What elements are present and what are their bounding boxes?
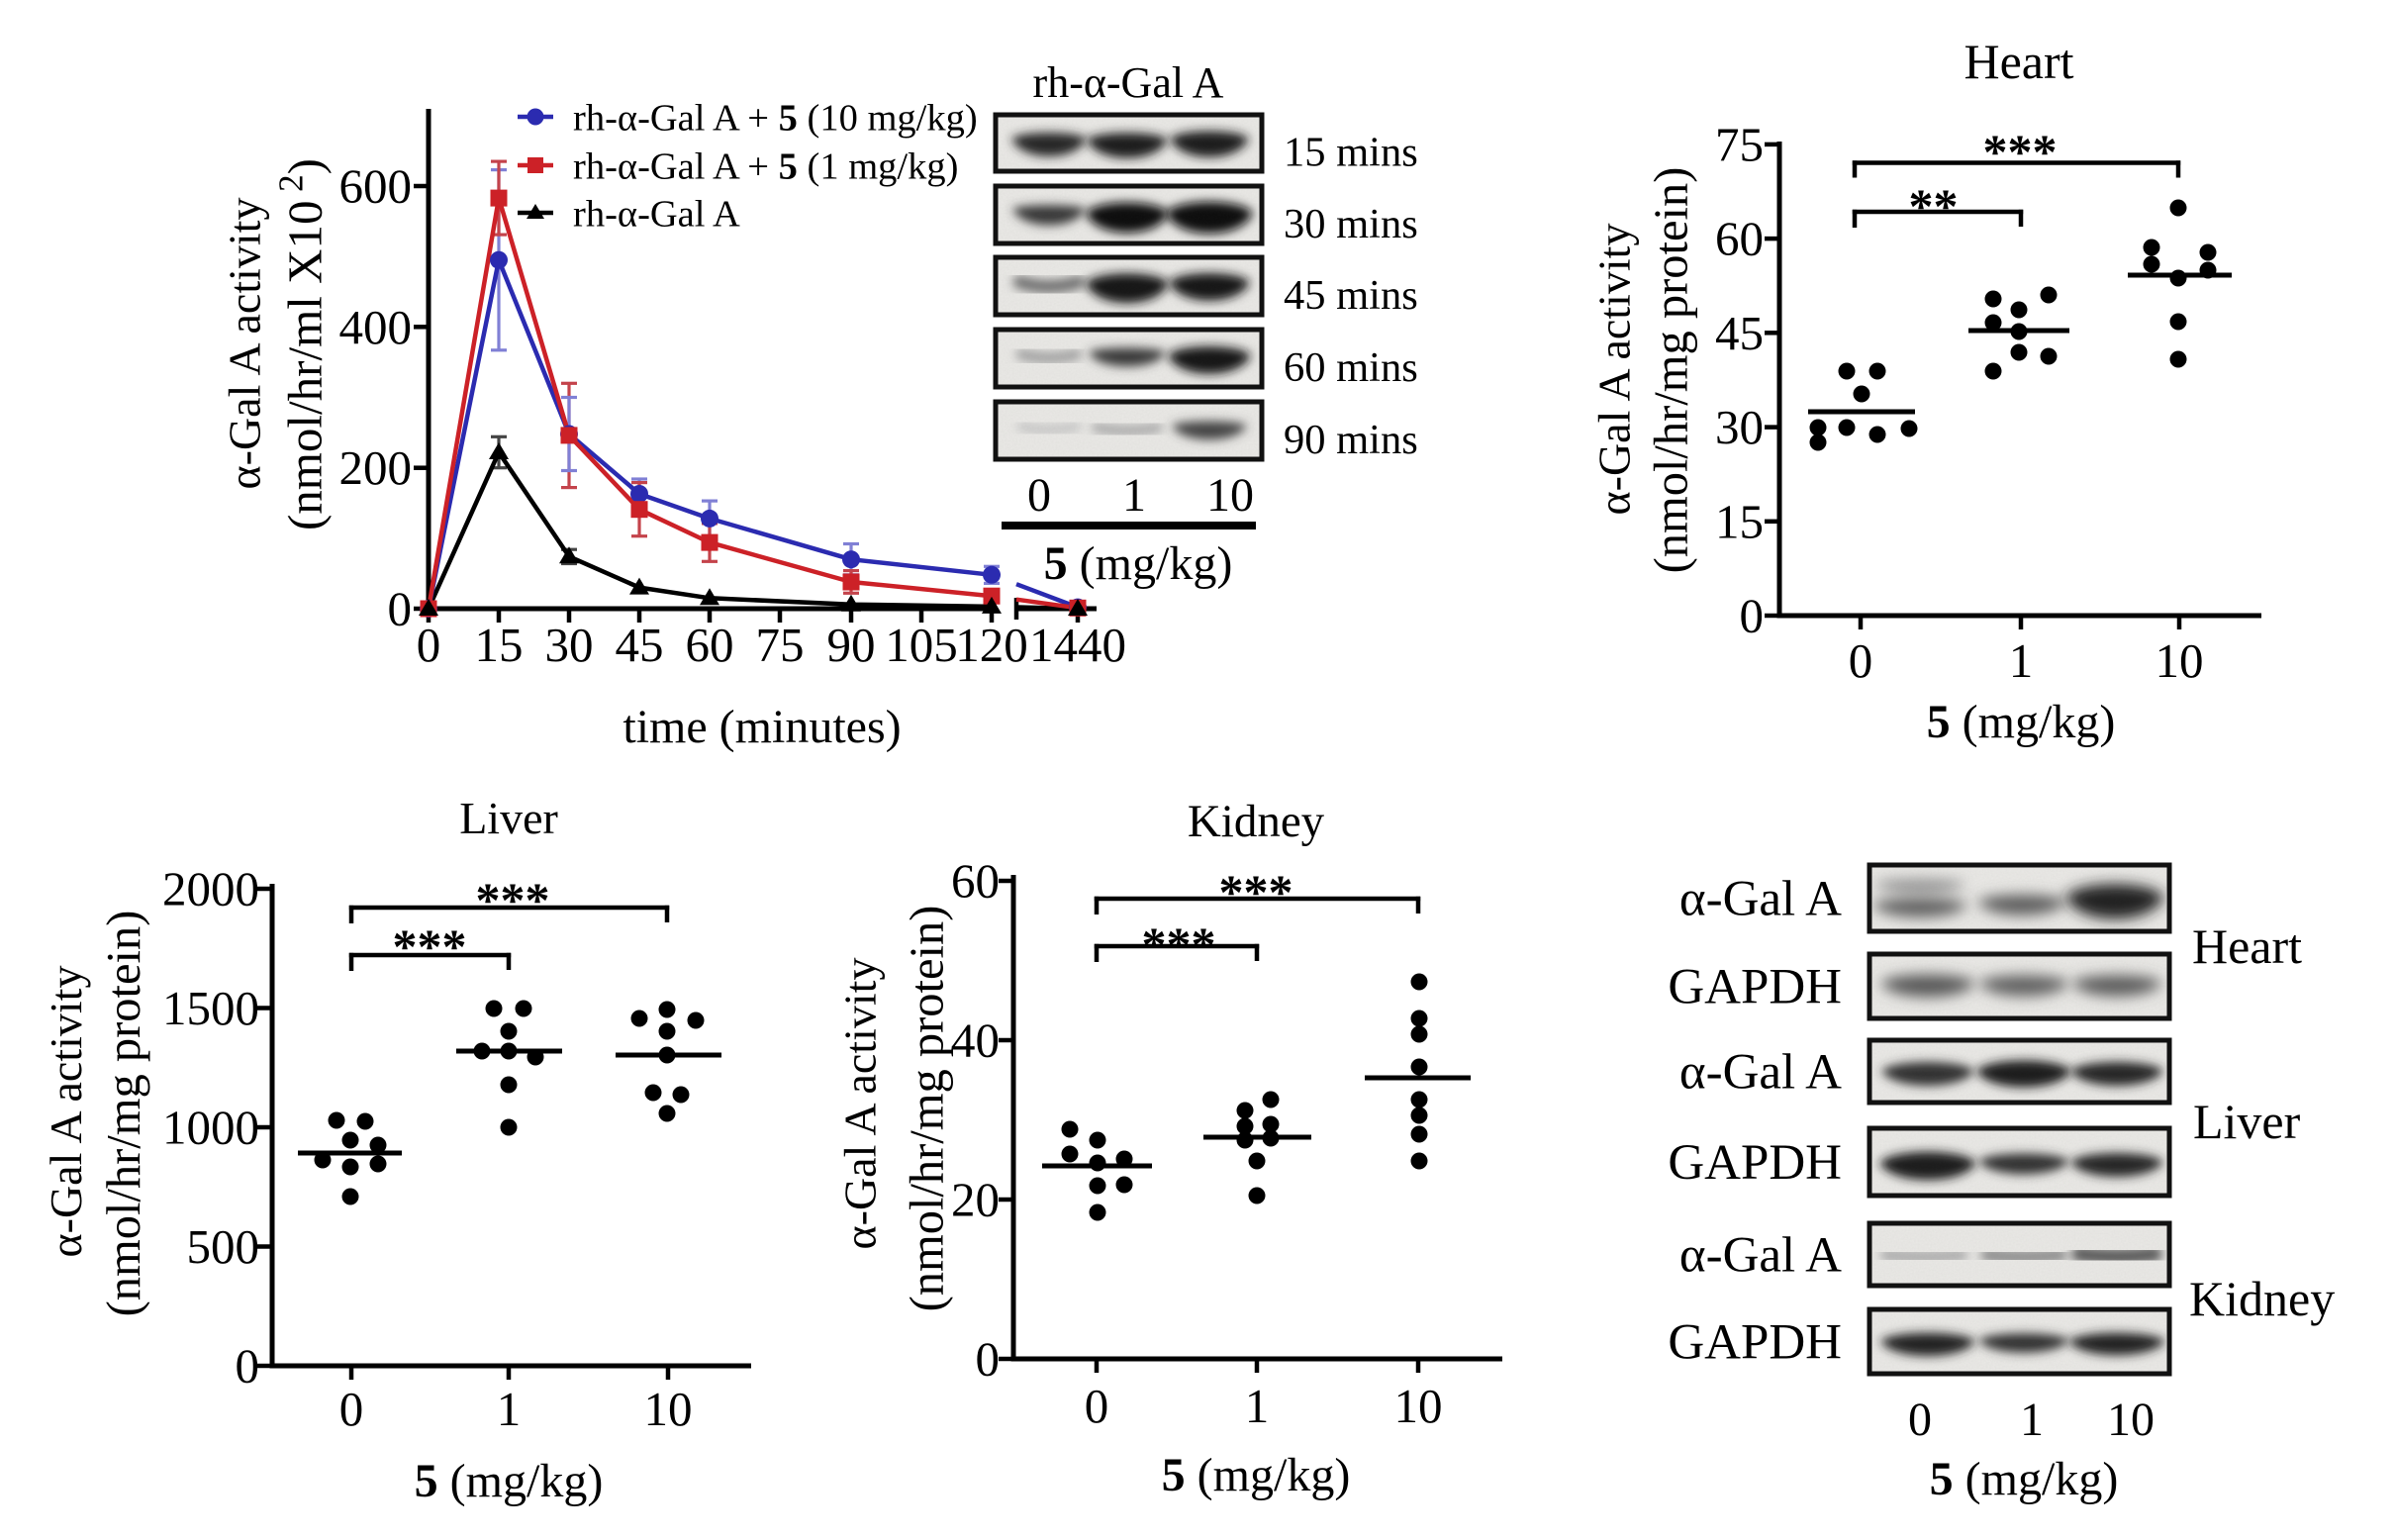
svg-text:90 mins: 90 mins	[1284, 417, 1418, 463]
svg-text:***: ***	[1142, 916, 1216, 972]
svg-text:0: 0	[976, 1332, 1001, 1387]
svg-text:15 mins: 15 mins	[1284, 130, 1418, 176]
svg-text:α-Gal A: α-Gal A	[1679, 1045, 1842, 1101]
svg-text:GAPDH: GAPDH	[1668, 960, 1842, 1015]
svg-text:**: **	[1909, 178, 1959, 234]
svg-text:10: 10	[1394, 1379, 1443, 1433]
svg-text:α-Gal A activity: α-Gal A activity	[1589, 224, 1640, 516]
svg-text:15: 15	[1715, 494, 1764, 548]
svg-text:Liver: Liver	[459, 793, 558, 843]
svg-text:α-Gal A: α-Gal A	[1679, 872, 1842, 927]
svg-text:Kidney: Kidney	[1188, 796, 1325, 847]
svg-text:Kidney: Kidney	[2189, 1271, 2335, 1326]
svg-text:0: 0	[1849, 633, 1873, 688]
svg-text:45: 45	[1715, 306, 1764, 360]
svg-text:GAPDH: GAPDH	[1668, 1315, 1842, 1371]
svg-text:1440: 1440	[1029, 618, 1126, 672]
svg-text:***: ***	[476, 872, 550, 927]
svg-text:0: 0	[417, 618, 441, 672]
svg-text:105: 105	[885, 618, 958, 672]
svg-text:45 mins: 45 mins	[1284, 272, 1418, 319]
svg-text:(nmol/hr/mg protein): (nmol/hr/mg protein)	[902, 906, 954, 1312]
svg-text:5 (mg/kg): 5 (mg/kg)	[1927, 696, 2116, 748]
svg-text:75: 75	[1715, 117, 1764, 171]
svg-text:20: 20	[951, 1173, 1000, 1227]
svg-text:10: 10	[1206, 469, 1254, 522]
svg-text:1: 1	[2020, 1394, 2044, 1446]
svg-text:75: 75	[756, 618, 805, 672]
svg-text:600: 600	[339, 159, 413, 214]
svg-text:***: ***	[1983, 124, 2058, 179]
svg-text:60 mins: 60 mins	[1284, 344, 1418, 391]
svg-text:5 (mg/kg): 5 (mg/kg)	[415, 1455, 604, 1507]
svg-text:30 mins: 30 mins	[1284, 201, 1418, 247]
svg-text:α-Gal A: α-Gal A	[1679, 1228, 1842, 1284]
svg-text:0: 0	[388, 582, 413, 636]
svg-text:0: 0	[1740, 589, 1765, 643]
svg-text:1: 1	[497, 1382, 522, 1436]
svg-text:***: ***	[393, 918, 467, 974]
svg-text:GAPDH: GAPDH	[1668, 1135, 1842, 1191]
svg-text:5 (mg/kg): 5 (mg/kg)	[1162, 1449, 1351, 1501]
svg-text:(nmol/hr/mg protein): (nmol/hr/mg protein)	[98, 911, 150, 1317]
svg-text:***: ***	[1219, 864, 1293, 919]
svg-text:0: 0	[1027, 469, 1051, 522]
svg-text:1: 1	[1245, 1379, 1270, 1433]
svg-text:60: 60	[686, 618, 734, 672]
svg-text:1: 1	[2009, 633, 2034, 688]
svg-text:10: 10	[2156, 633, 2204, 688]
svg-text:1: 1	[1122, 469, 1146, 522]
svg-text:2000: 2000	[162, 862, 259, 916]
svg-text:Liver: Liver	[2193, 1094, 2301, 1149]
svg-text:60: 60	[1715, 212, 1764, 266]
svg-text:α-Gal A activity: α-Gal A activity	[220, 198, 270, 490]
svg-text:(nmol/hr/mg protein): (nmol/hr/mg protein)	[1646, 167, 1698, 574]
svg-text:α-Gal A activity: α-Gal A activity	[41, 966, 91, 1258]
svg-text:30: 30	[1715, 400, 1764, 454]
svg-text:60: 60	[951, 854, 1000, 909]
svg-text:Heart: Heart	[1964, 34, 2073, 89]
svg-text:5 (mg/kg): 5 (mg/kg)	[1044, 537, 1233, 590]
svg-text:45: 45	[616, 618, 664, 672]
svg-text:time (minutes): time (minutes)	[623, 701, 901, 753]
svg-text:30: 30	[545, 618, 594, 672]
svg-text:120: 120	[955, 618, 1028, 672]
svg-text:5 (mg/kg): 5 (mg/kg)	[1930, 1453, 2119, 1505]
svg-text:rh-α-Gal A: rh-α-Gal A	[573, 194, 740, 236]
svg-text:200: 200	[339, 440, 413, 495]
svg-text:15: 15	[475, 618, 524, 672]
svg-text:Heart: Heart	[2192, 918, 2302, 974]
svg-text:1000: 1000	[162, 1101, 259, 1155]
svg-text:40: 40	[951, 1013, 1000, 1068]
svg-text:1500: 1500	[162, 981, 259, 1035]
svg-text:10: 10	[2107, 1394, 2155, 1446]
svg-text:(nmol/hr/ml X10 2): (nmol/hr/ml X10 2)	[272, 158, 333, 530]
svg-text:500: 500	[187, 1219, 260, 1274]
svg-text:α-Gal A activity: α-Gal A activity	[835, 958, 886, 1250]
svg-text:10: 10	[644, 1382, 693, 1436]
svg-text:0: 0	[236, 1339, 260, 1394]
svg-text:400: 400	[339, 300, 413, 354]
svg-text:rh-α-Gal A + 5 (10 mg/kg): rh-α-Gal A + 5 (10 mg/kg)	[573, 98, 978, 140]
svg-text:rh-α-Gal A + 5 (1 mg/kg): rh-α-Gal A + 5 (1 mg/kg)	[573, 146, 958, 188]
svg-text:0: 0	[339, 1382, 364, 1436]
svg-text:0: 0	[1085, 1379, 1109, 1433]
svg-text:rh-α-Gal A: rh-α-Gal A	[1033, 58, 1224, 107]
svg-text:0: 0	[1908, 1394, 1932, 1446]
svg-text:90: 90	[827, 618, 876, 672]
